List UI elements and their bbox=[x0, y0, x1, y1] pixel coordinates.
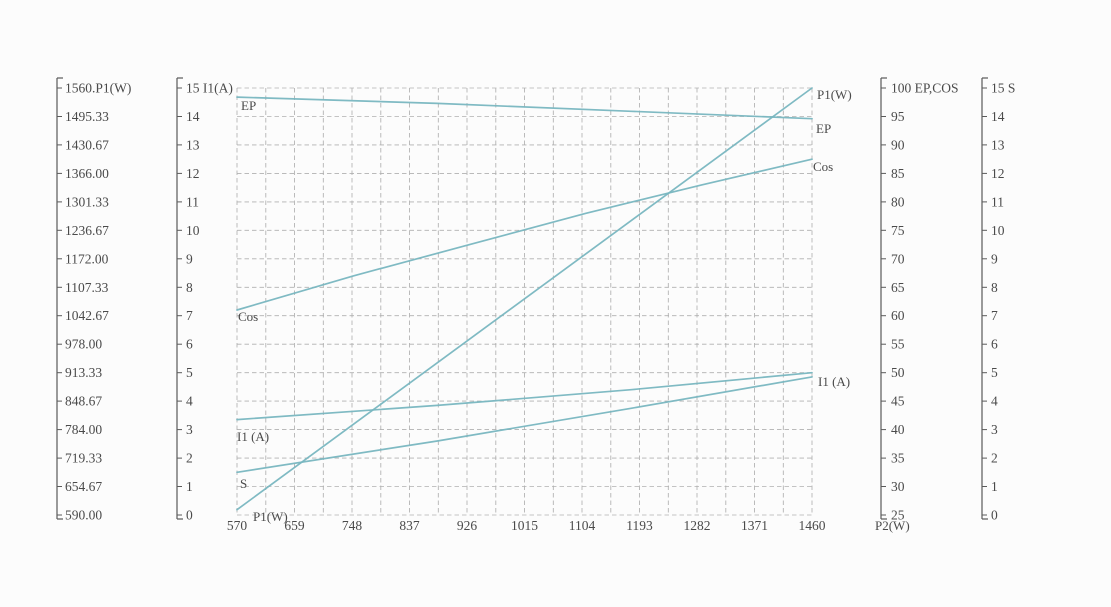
axis-tick-label: 70 bbox=[891, 251, 905, 266]
axis-tick-label: 13 bbox=[186, 137, 200, 152]
axis-tick-label: 3 bbox=[186, 422, 193, 437]
axis-tick-label: 10 bbox=[186, 223, 200, 238]
axis-tick-label: 1560.P1(W) bbox=[65, 81, 131, 96]
axis-tick-label: 80 bbox=[891, 194, 905, 209]
axis-tick-label: 5 bbox=[186, 365, 193, 380]
axis-tick-label: 40 bbox=[891, 422, 905, 437]
axis-tick-label: 654.67 bbox=[65, 479, 102, 494]
axis-tick-label: 3 bbox=[991, 422, 998, 437]
axis-tick-label: 11 bbox=[186, 194, 199, 209]
curve-cos bbox=[236, 158, 813, 311]
x-tick-label: 1371 bbox=[741, 518, 768, 533]
axis-tick-label: 65 bbox=[891, 280, 905, 295]
annotation-s-3: S bbox=[240, 476, 247, 491]
x-tick-label: 837 bbox=[399, 518, 420, 533]
axis-tick-label: 9 bbox=[991, 251, 998, 266]
axis-tick-label: 15 I1(A) bbox=[186, 81, 233, 96]
x-tick-label: 1460 bbox=[799, 518, 826, 533]
axis-tick-label: 50 bbox=[891, 365, 905, 380]
axis-tick-label: 0 bbox=[186, 508, 193, 523]
axis-tick-label: 1236.67 bbox=[65, 223, 109, 238]
axis-tick-label: 85 bbox=[891, 166, 905, 181]
x-tick-label: 1193 bbox=[626, 518, 653, 533]
axis-tick-label: 1 bbox=[186, 479, 193, 494]
curve-s bbox=[236, 376, 813, 474]
x-tick-label: 659 bbox=[284, 518, 305, 533]
axis-tick-label: 913.33 bbox=[65, 365, 102, 380]
axis-tick-label: 719.33 bbox=[65, 451, 102, 466]
curve-ep bbox=[236, 96, 813, 120]
axis-tick-label: 4 bbox=[186, 394, 193, 409]
axis-tick-label: 95 bbox=[891, 109, 905, 124]
annotation-p1-w-4: P1(W) bbox=[253, 509, 288, 524]
axis-tick-label: 7 bbox=[991, 308, 998, 323]
axis-tick-label: 5 bbox=[991, 365, 998, 380]
axis-tick-label: 6 bbox=[991, 337, 998, 352]
axis-tick-label: 100 EP,COS bbox=[891, 81, 959, 96]
axis-p1: 1560.P1(W) 1495.33 1430.67 1366.00 1301.33 12… bbox=[56, 77, 131, 523]
x-tick-label: 1015 bbox=[511, 518, 538, 533]
axis-tick-label: 848.67 bbox=[65, 394, 102, 409]
annotation-cos-7: Cos bbox=[813, 159, 833, 174]
curve-p1-w bbox=[236, 87, 813, 511]
axis-tick-label: 9 bbox=[186, 251, 193, 266]
axis-tick-label: 12 bbox=[991, 166, 1005, 181]
annotation-ep-0: EP bbox=[241, 98, 256, 113]
x-tick-label: 1282 bbox=[684, 518, 711, 533]
annotation-cos-1: Cos bbox=[238, 309, 258, 324]
axis-tick-label: 15 S bbox=[991, 81, 1015, 96]
axis-tick-label: 7 bbox=[186, 308, 193, 323]
axis-tick-label: 13 bbox=[991, 137, 1005, 152]
axis-tick-label: 2 bbox=[991, 451, 998, 466]
axis-tick-label: 75 bbox=[891, 223, 905, 238]
axis-tick-label: 978.00 bbox=[65, 337, 102, 352]
axis-tick-label: 6 bbox=[186, 337, 193, 352]
axis-tick-label: 4 bbox=[991, 394, 998, 409]
annotation-i1-a-8: I1 (A) bbox=[818, 374, 850, 389]
annotation-i1-a-2: I1 (A) bbox=[237, 429, 269, 444]
x-tick-label: 748 bbox=[342, 518, 363, 533]
axis-tick-label: 55 bbox=[891, 337, 905, 352]
axis-tick-label: 2 bbox=[186, 451, 193, 466]
axis-tick-label: 12 bbox=[186, 166, 200, 181]
axis-tick-label: 1495.33 bbox=[65, 109, 109, 124]
axis-tick-label: 45 bbox=[891, 394, 905, 409]
axis-tick-label: 8 bbox=[991, 280, 998, 295]
axis-tick-label: 14 bbox=[186, 109, 200, 124]
x-axis: 570 659 748 837 926 1015 1104 1193 1282 1371 1460 bbox=[227, 518, 826, 533]
x-tick-label: 1104 bbox=[569, 518, 596, 533]
axis-tick-label: 8 bbox=[186, 280, 193, 295]
axis-tick-label: 30 bbox=[891, 479, 905, 494]
axis-tick-label: 1430.67 bbox=[65, 137, 109, 152]
axis-tick-label: 90 bbox=[891, 137, 905, 152]
axis-tick-label: 1172.00 bbox=[65, 251, 109, 266]
axis-tick-label: 0 bbox=[991, 508, 998, 523]
axis-tick-label: 60 bbox=[891, 308, 905, 323]
axis-tick-label: 1 bbox=[991, 479, 998, 494]
axis-tick-label: 784.00 bbox=[65, 422, 102, 437]
axis-tick-label: 1366.00 bbox=[65, 166, 109, 181]
axis-tick-label: 1301.33 bbox=[65, 194, 109, 209]
axis-tick-label: 14 bbox=[991, 109, 1005, 124]
axis-tick-label: 10 bbox=[991, 223, 1005, 238]
axis-tick-label: 590.00 bbox=[65, 508, 102, 523]
annotation-p2-w-9: P2(W) bbox=[875, 518, 910, 533]
curve-i1-a bbox=[236, 371, 813, 421]
annotation-p1-w-5: P1(W) bbox=[817, 87, 852, 102]
axis-tick-label: 1042.67 bbox=[65, 308, 109, 323]
axis-tick-label: 1107.33 bbox=[65, 280, 109, 295]
axis-ep_cos: 100 EP,COS 95 90 85 80 75 70 65 60 55 50 45 40 35 30 25 bbox=[880, 77, 959, 523]
annotation-ep-6: EP bbox=[816, 121, 831, 136]
x-tick-label: 570 bbox=[227, 518, 248, 533]
axis-tick-label: 11 bbox=[991, 194, 1004, 209]
axis-tick-label: 35 bbox=[891, 451, 905, 466]
axis-tick-label: 25 bbox=[891, 508, 905, 523]
x-tick-label: 926 bbox=[457, 518, 478, 533]
